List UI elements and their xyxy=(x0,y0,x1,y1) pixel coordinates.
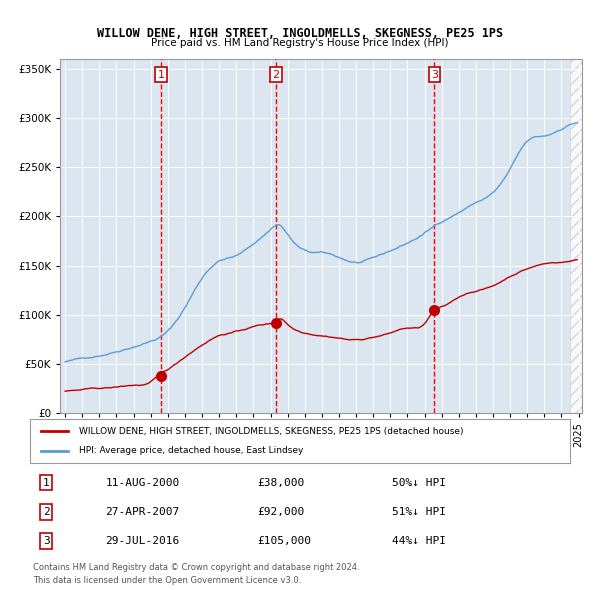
Text: 27-APR-2007: 27-APR-2007 xyxy=(106,507,180,517)
Text: 11-AUG-2000: 11-AUG-2000 xyxy=(106,477,180,487)
Text: 50%↓ HPI: 50%↓ HPI xyxy=(392,477,446,487)
Text: WILLOW DENE, HIGH STREET, INGOLDMELLS, SKEGNESS, PE25 1PS: WILLOW DENE, HIGH STREET, INGOLDMELLS, S… xyxy=(97,27,503,40)
Text: 51%↓ HPI: 51%↓ HPI xyxy=(392,507,446,517)
Text: £38,000: £38,000 xyxy=(257,477,304,487)
Text: 3: 3 xyxy=(43,536,50,546)
Text: Price paid vs. HM Land Registry's House Price Index (HPI): Price paid vs. HM Land Registry's House … xyxy=(151,38,449,48)
Text: HPI: Average price, detached house, East Lindsey: HPI: Average price, detached house, East… xyxy=(79,446,303,455)
Text: 44%↓ HPI: 44%↓ HPI xyxy=(392,536,446,546)
Bar xyxy=(570,59,582,413)
Text: 1: 1 xyxy=(43,477,50,487)
Text: £105,000: £105,000 xyxy=(257,536,311,546)
Text: 2: 2 xyxy=(272,70,280,80)
Text: WILLOW DENE, HIGH STREET, INGOLDMELLS, SKEGNESS, PE25 1PS (detached house): WILLOW DENE, HIGH STREET, INGOLDMELLS, S… xyxy=(79,427,463,436)
Text: 3: 3 xyxy=(431,70,438,80)
Text: £92,000: £92,000 xyxy=(257,507,304,517)
Text: Contains HM Land Registry data © Crown copyright and database right 2024.
This d: Contains HM Land Registry data © Crown c… xyxy=(33,563,359,585)
Text: 2: 2 xyxy=(43,507,50,517)
Text: 1: 1 xyxy=(158,70,164,80)
Text: 29-JUL-2016: 29-JUL-2016 xyxy=(106,536,180,546)
